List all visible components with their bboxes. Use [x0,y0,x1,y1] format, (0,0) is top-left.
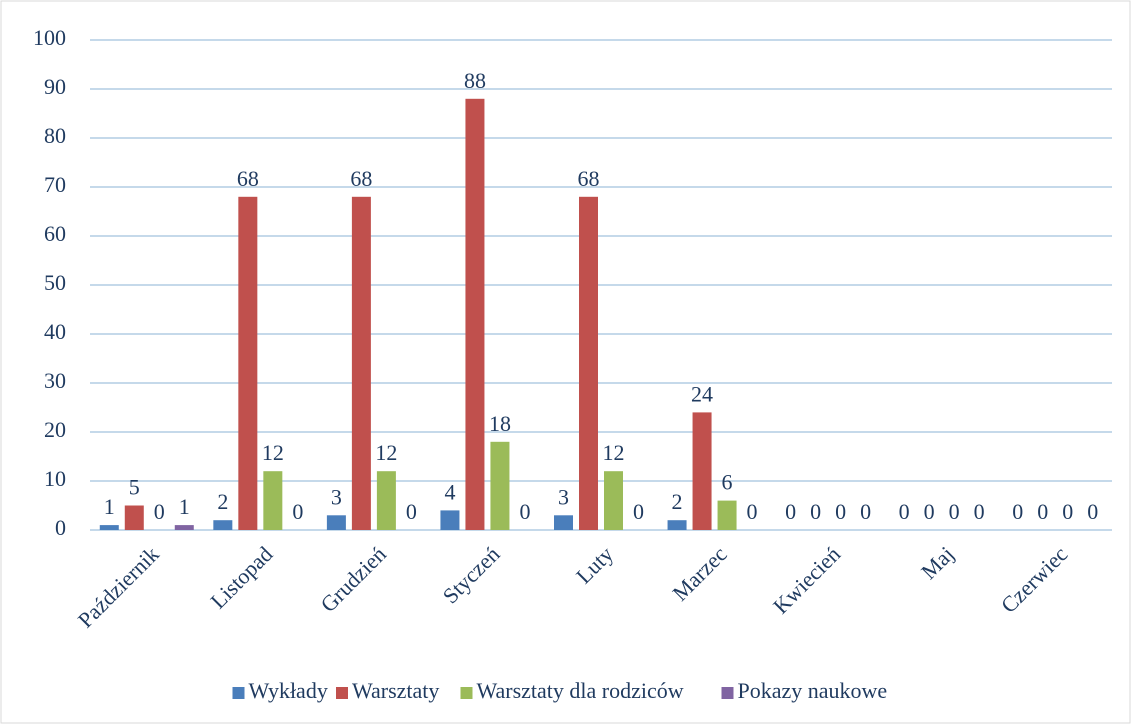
data-label: 0 [1062,499,1073,524]
bar [213,520,233,530]
y-tick-label: 70 [44,172,66,197]
y-tick-label: 50 [44,270,66,295]
data-label: 0 [974,499,985,524]
data-label: 0 [949,499,960,524]
data-label: 18 [489,411,511,436]
data-label: 0 [899,499,910,524]
bar [579,196,598,531]
y-tick-label: 0 [55,515,66,540]
legend-swatch [460,687,473,699]
data-label: 0 [1087,499,1098,524]
bar [174,525,194,530]
y-tick-label: 100 [33,25,66,50]
y-tick-label: 80 [44,123,66,148]
bar [667,520,687,530]
legend-swatch [336,687,348,699]
bar [692,412,712,530]
data-label: 12 [262,440,284,465]
data-label: 24 [691,381,713,406]
y-tick-label: 40 [44,319,66,344]
data-label: 1 [104,494,115,519]
y-tick-label: 20 [44,417,66,442]
data-label: 0 [785,499,796,524]
bar [99,525,119,530]
data-label: 0 [154,499,165,524]
y-tick-label: 90 [44,74,66,99]
data-label: 0 [406,499,417,524]
data-label: 0 [519,499,530,524]
data-label: 68 [350,166,372,191]
data-label: 2 [672,489,683,514]
data-label: 0 [292,499,303,524]
bar [376,471,396,530]
bar [717,500,737,530]
data-label: 68 [237,166,259,191]
data-label: 6 [722,470,733,495]
bar [351,196,371,531]
data-label: 0 [924,499,935,524]
bar [440,510,460,530]
bar [554,515,573,530]
legend-label: Wykłady [249,678,328,703]
y-tick-label: 10 [44,466,66,491]
data-label: 68 [578,166,600,191]
data-label: 3 [331,484,342,509]
bar [326,515,346,530]
legend-label: Warsztaty dla rodziców [477,678,684,703]
data-label: 0 [1037,499,1048,524]
data-label: 1 [179,494,190,519]
data-label: 0 [747,499,758,524]
bar [238,196,258,531]
data-label: 0 [1012,499,1023,524]
data-label: 88 [464,68,486,93]
data-label: 3 [558,484,569,509]
legend-label: Pokazy naukowe [738,678,888,703]
data-label: 5 [129,475,140,500]
bar [604,471,623,530]
bar [124,505,144,530]
y-tick-label: 60 [44,221,66,246]
bar [490,441,510,530]
data-label: 0 [835,499,846,524]
data-label: 12 [375,440,397,465]
data-label: 4 [444,479,455,504]
data-label: 2 [217,489,228,514]
bar [263,471,283,530]
legend-label: Warsztaty [352,678,439,703]
y-tick-label: 30 [44,368,66,393]
data-label: 0 [810,499,821,524]
data-label: 0 [860,499,871,524]
legend-swatch [721,687,734,699]
data-label: 0 [633,499,644,524]
legend-swatch [232,687,245,699]
data-label: 12 [603,440,625,465]
bar [465,98,485,531]
